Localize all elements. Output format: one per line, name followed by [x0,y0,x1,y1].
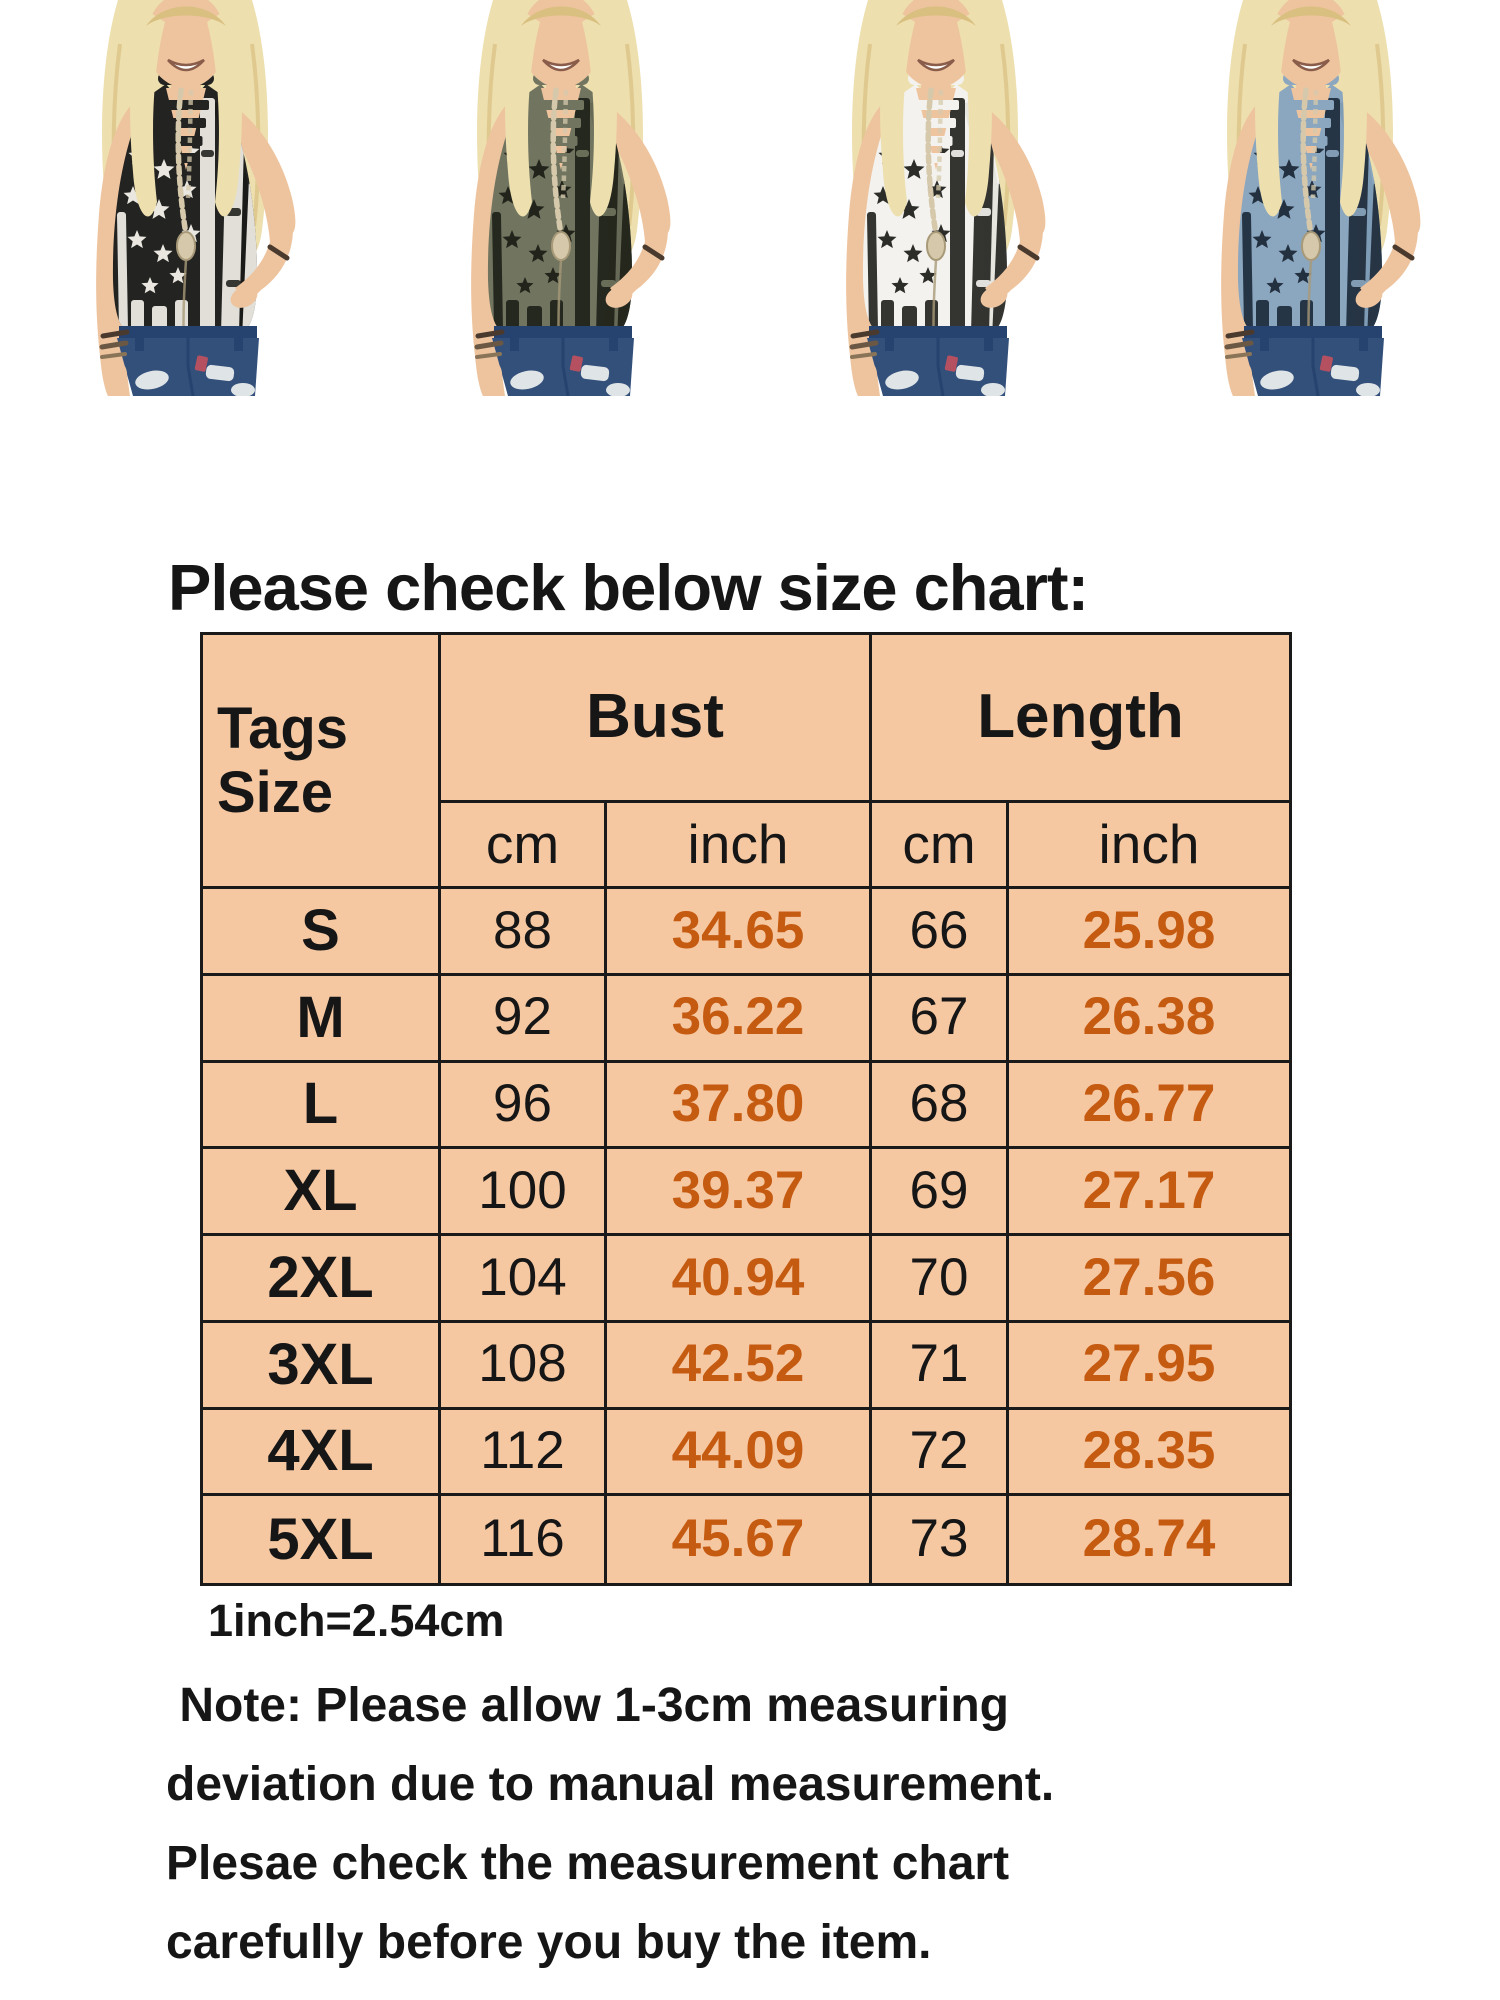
corner-header-label: Tags Size [217,695,349,825]
length-cm-value: 73 [872,1496,1009,1583]
bust-cm-unit-header: cm [441,803,607,889]
product-photo-black [0,0,375,396]
product-photo-white [750,0,1125,396]
bust-inch-value: 45.67 [607,1496,872,1583]
product-photo-army-green [375,0,750,396]
length-cm-value: 68 [872,1062,1009,1150]
length-cm-value: 67 [872,975,1009,1063]
size-row-label: XL [203,1149,441,1236]
size-row-label: L [203,1062,441,1150]
size-row-label: 4XL [203,1409,441,1497]
size-row-label: M [203,975,441,1063]
bust-inch-value: 36.22 [607,975,872,1063]
length-inch-value: 27.56 [1009,1236,1289,1323]
bust-inch-value: 40.94 [607,1236,872,1323]
length-inch-value: 26.77 [1009,1063,1289,1150]
length-inch-unit-header: inch [1009,803,1289,889]
note-line-1: Note: Please allow 1-3cm measuring [166,1679,1009,1732]
length-inch-value: 28.74 [1082,1509,1216,1569]
length-inch-value: 27.17 [1009,1149,1289,1236]
length-cm-value: 72 [872,1409,1009,1497]
bust-inch-value: 44.09 [607,1409,872,1497]
note-line-4: carefully before you buy the item. [166,1916,932,1969]
bust-column-header: Bust [441,635,872,803]
inch-conversion-note: 1inch=2.54cm [208,1595,505,1646]
length-inch-value: 27.95 [1009,1323,1289,1410]
bust-inch-value: 39.37 [607,1149,872,1236]
length-cm-value: 66 [872,889,1009,976]
bust-cm-value: 100 [441,1149,607,1236]
bust-cm-value: 112 [441,1409,607,1497]
bust-cm-value: 108 [441,1322,607,1410]
measurement-note: Note: Please allow 1-3cm measuring devia… [166,1666,1054,1982]
bust-inch-value: 34.65 [607,889,872,976]
note-line-3: Plesae check the measurement chart [166,1837,1010,1890]
length-inch-value: 25.98 [1009,889,1289,976]
bust-cm-value: 104 [441,1236,607,1323]
bust-inch-unit-header: inch [607,803,872,889]
size-row-label: S [203,889,441,976]
size-chart-corner-header: Tags Size [203,635,441,889]
bust-cm-value: 88 [441,889,607,976]
length-inch-value: 28.35 [1009,1410,1289,1497]
size-row-label: 2XL [203,1236,441,1323]
note-line-2: deviation due to manual measurement. [166,1758,1055,1811]
bust-inch-value: 37.80 [607,1062,872,1150]
bust-cm-value: 96 [441,1062,607,1150]
bust-cm-value: 116 [441,1496,607,1583]
length-inch-value: 26.38 [1009,976,1289,1063]
size-chart-table: Tags Size Bust Length cm inch cm inch S … [200,632,1292,1586]
product-gallery [0,0,1500,396]
size-chart-title: Please check below size chart: [168,551,1089,624]
product-photo-blue [1125,0,1500,396]
size-row-label: 3XL [203,1322,441,1410]
length-cm-value: 70 [872,1236,1009,1323]
length-cm-value: 71 [872,1322,1009,1410]
length-column-header: Length [872,635,1289,803]
size-row-label: 5XL [203,1496,441,1583]
bust-cm-value: 92 [441,975,607,1063]
bust-inch-value: 42.52 [607,1322,872,1410]
length-cm-value: 69 [872,1149,1009,1236]
length-cm-unit-header: cm [872,803,1009,889]
